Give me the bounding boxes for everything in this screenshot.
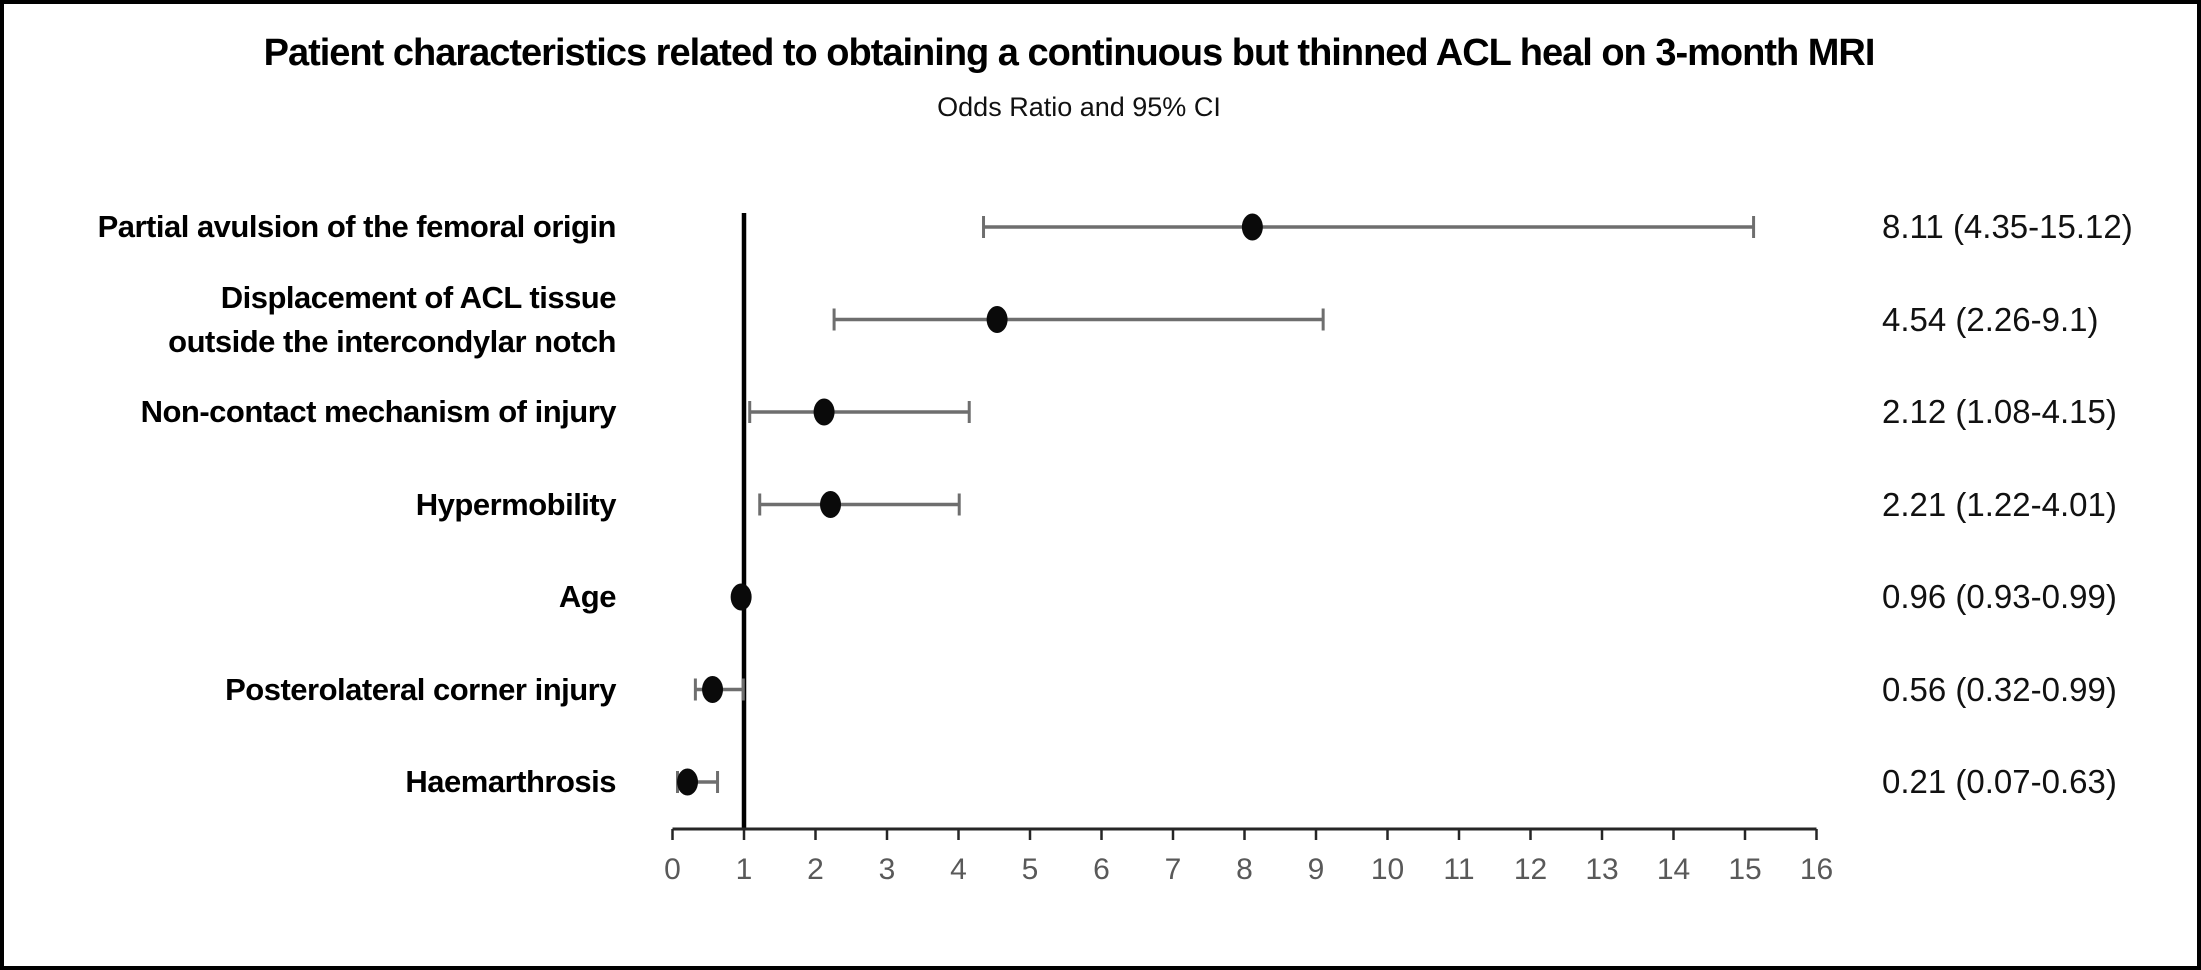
axis-tick-label: 10 — [1371, 853, 1404, 886]
chart-title: Patient characteristics related to obtai… — [263, 32, 1876, 74]
axis-tick-label: 7 — [1165, 853, 1182, 886]
axis-tick-label: 9 — [1308, 853, 1325, 886]
row-label: Non-contact mechanism of injury — [140, 393, 617, 429]
or-marker — [820, 491, 842, 518]
row-label: Haemarthrosis — [405, 763, 616, 799]
error-bar-row — [693, 676, 745, 703]
axis-tick-label: 13 — [1585, 853, 1618, 886]
row-value: 0.96 (0.93-0.99) — [1882, 578, 2117, 615]
axis-tick-label: 3 — [879, 853, 896, 886]
error-bar-row — [758, 491, 961, 518]
row-label: Posterolateral corner injury — [225, 671, 616, 707]
axis-tick-label: 8 — [1236, 853, 1253, 886]
error-bar-row — [730, 583, 752, 611]
axis-tick-label: 14 — [1657, 853, 1690, 886]
row-value: 8.11 (4.35-15.12) — [1882, 208, 2133, 245]
row-value: 2.21 (1.22-4.01) — [1882, 485, 2117, 523]
row-label: Hypermobility — [415, 486, 617, 522]
axis-tick-label: 5 — [1022, 853, 1039, 886]
row-value: 4.54 (2.26-9.1) — [1882, 300, 2099, 338]
plot-canvas: 0 1 2 3 4 5 6 7 8 9 10 11 12 13 14 15 16 — [664, 213, 1833, 886]
error-bar-row — [676, 768, 720, 796]
axis-tick-label: 6 — [1093, 853, 1110, 886]
axis-tick-label: 12 — [1514, 853, 1547, 886]
axis-tick-label: 15 — [1728, 853, 1761, 886]
or-marker — [702, 676, 724, 703]
axis-tick-label: 4 — [950, 853, 967, 886]
or-marker — [986, 306, 1008, 333]
row-label: Age — [558, 578, 617, 614]
row-value: 0.21 (0.07-0.63) — [1882, 763, 2117, 800]
error-bar-row — [982, 213, 1756, 241]
error-bar-row — [832, 306, 1325, 333]
row-label: Partial avulsion of the femoral origin — [97, 208, 617, 244]
or-marker — [1241, 213, 1263, 241]
error-bar-row — [748, 398, 971, 426]
axis-tick-label: 1 — [736, 853, 753, 886]
row-value: 0.56 (0.32-0.99) — [1882, 670, 2117, 708]
axis-tick-label: 0 — [664, 853, 681, 886]
or-marker — [730, 583, 752, 611]
chart-subtitle: Odds Ratio and 95% CI — [937, 92, 1221, 122]
axis-tick-label: 16 — [1800, 853, 1833, 886]
or-marker — [813, 398, 835, 426]
axis-tick-label: 2 — [807, 853, 824, 886]
row-value: 2.12 (1.08-4.15) — [1882, 393, 2117, 430]
axis-tick-label: 11 — [1443, 853, 1474, 886]
or-marker — [677, 768, 699, 796]
row-label: Displacement of ACL tissue outside the i… — [168, 279, 616, 359]
